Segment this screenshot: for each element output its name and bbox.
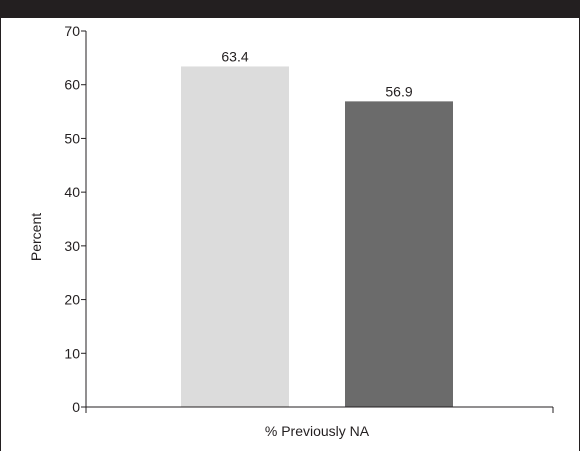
- top-bar: [0, 0, 580, 18]
- y-tick-label: 70: [64, 23, 80, 39]
- y-ticks-group: 0 10 20 30 40 50 60 70: [64, 23, 86, 415]
- y-tick-label: 40: [64, 184, 80, 200]
- y-tick-label: 0: [72, 399, 80, 415]
- y-tick-label: 30: [64, 238, 80, 254]
- y-tick-label: 60: [64, 77, 80, 93]
- y-axis-title: Percent: [28, 213, 44, 261]
- data-labels-group: 63.4 56.9: [221, 48, 412, 99]
- axes-group: [85, 31, 554, 413]
- bars-group: [181, 66, 453, 408]
- bar-1: [181, 66, 289, 408]
- data-label-2: 56.9: [385, 83, 412, 99]
- y-tick-label: 50: [64, 130, 80, 146]
- y-tick-label: 20: [64, 292, 80, 308]
- y-tick-label: 10: [64, 345, 80, 361]
- data-label-1: 63.4: [221, 48, 248, 64]
- x-category-label: % Previously NA: [265, 423, 370, 439]
- bar-2: [345, 101, 453, 407]
